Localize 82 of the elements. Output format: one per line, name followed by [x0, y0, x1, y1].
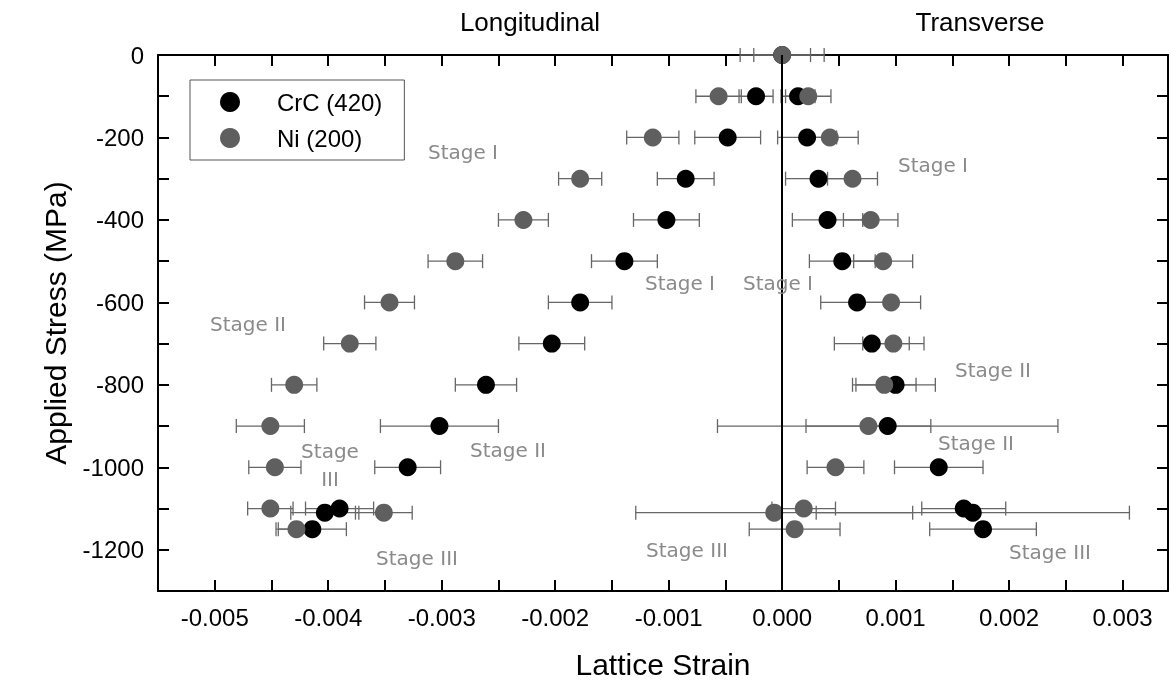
point: [287, 520, 306, 539]
point: [446, 252, 465, 271]
point: [709, 87, 728, 106]
text: Transverse: [915, 7, 1045, 37]
point: [878, 417, 897, 436]
point: [818, 210, 837, 229]
x-tick-label: -0.003: [407, 603, 476, 631]
point: [514, 210, 533, 229]
point: [843, 169, 862, 188]
y-tick-label: -200: [95, 123, 144, 151]
x-tick-label: 0.002: [979, 603, 1040, 631]
point: [261, 417, 280, 436]
point: [882, 293, 901, 312]
x-tick-label: 0.003: [1092, 603, 1153, 631]
point: [542, 334, 561, 353]
annotation: Stage III: [1009, 540, 1091, 564]
point: [315, 503, 334, 522]
legend-label: Ni (200): [277, 124, 363, 152]
point: [862, 334, 881, 353]
annotation: Stage III: [301, 439, 359, 491]
y-tick-label: -600: [95, 288, 144, 316]
point: [374, 503, 393, 522]
annotation: Stage I: [427, 140, 499, 164]
annotation: Stage I: [644, 271, 716, 295]
point: [826, 458, 845, 477]
point: [330, 499, 349, 518]
point: [398, 458, 417, 477]
point: [657, 210, 676, 229]
point: [848, 293, 867, 312]
annotation: Stage III: [376, 546, 458, 570]
x-tick-label: -0.002: [521, 603, 590, 631]
y-axis-title: Applied Stress (MPa): [38, 181, 72, 465]
point: [974, 520, 993, 539]
point: [833, 252, 852, 271]
point: [676, 169, 695, 188]
x-tick-label: -0.005: [180, 603, 249, 631]
point: [380, 293, 399, 312]
point: [265, 458, 284, 477]
point: [430, 417, 449, 436]
text: Longitudinal: [459, 7, 601, 37]
point: [765, 503, 784, 522]
legend-label: CrC (420): [277, 88, 383, 116]
x-tick-label: 0.000: [752, 603, 813, 631]
point: [476, 375, 495, 394]
annotation: Stage I: [897, 153, 969, 177]
point: [285, 375, 304, 394]
x-tick-label: -0.004: [294, 603, 363, 631]
point: [718, 128, 737, 147]
point: [794, 499, 813, 518]
annotation: Stage II: [955, 358, 1031, 382]
y-tick-label: -1200: [82, 536, 144, 564]
point: [571, 293, 590, 312]
point: [340, 334, 359, 353]
point: [643, 128, 662, 147]
x-axis-title: Lattice Strain: [575, 647, 751, 681]
x-tick-label: 0.001: [865, 603, 926, 631]
point: [859, 417, 878, 436]
point: [261, 499, 280, 518]
point: [798, 128, 817, 147]
point: [929, 458, 948, 477]
point: [874, 252, 893, 271]
annotation: Stage II: [210, 312, 286, 336]
point: [875, 375, 894, 394]
point: [809, 169, 828, 188]
annotation: Stage II: [938, 431, 1014, 455]
point: [747, 87, 766, 106]
point: [785, 520, 804, 539]
y-tick-label: -800: [95, 371, 144, 399]
point: [303, 520, 322, 539]
annotation: Stage III: [646, 538, 728, 562]
y-tick-label: -400: [95, 206, 144, 234]
point: [799, 87, 818, 106]
point: [963, 503, 982, 522]
point: [615, 252, 634, 271]
x-tick-label: -0.001: [634, 603, 703, 631]
point: [820, 128, 839, 147]
annotation: Stage II: [470, 438, 546, 462]
y-tick-label: 0: [130, 41, 144, 69]
point: [571, 169, 590, 188]
point: [861, 210, 880, 229]
y-tick-label: -1000: [82, 453, 144, 481]
point: [884, 334, 903, 353]
